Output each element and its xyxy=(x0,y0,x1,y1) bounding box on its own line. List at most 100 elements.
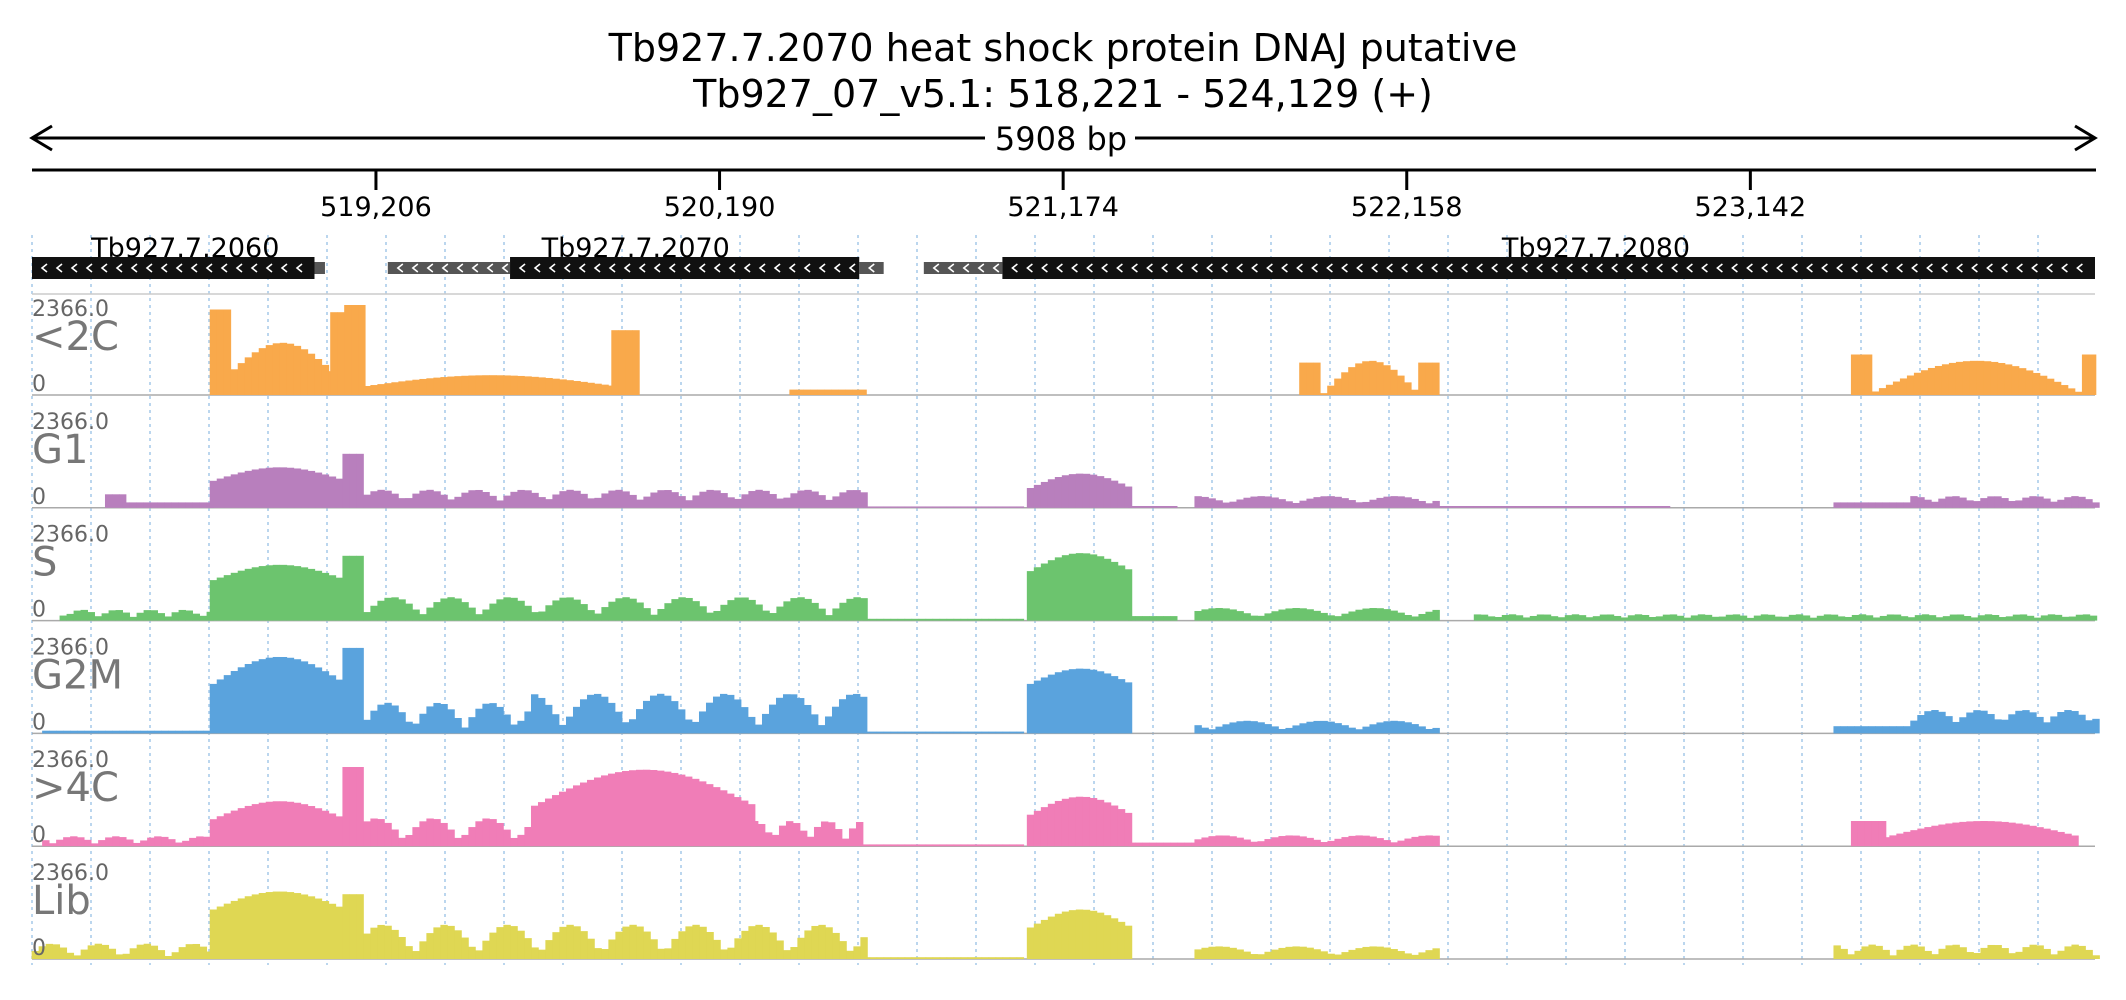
coverage-bar xyxy=(1124,682,1133,734)
coverage-bar xyxy=(1732,614,1741,621)
coverage-bar xyxy=(426,489,434,508)
coverage-bar xyxy=(300,894,309,959)
utr-block[interactable] xyxy=(387,262,511,274)
coverage-bar xyxy=(1264,496,1272,508)
coverage-bar xyxy=(1327,615,1335,621)
coverage-bar xyxy=(769,932,777,959)
coverage-bar xyxy=(1194,610,1202,621)
coverage-bar xyxy=(1418,362,1426,395)
coverage-bar xyxy=(168,730,176,734)
coverage-bar xyxy=(237,570,246,621)
coverage-bar xyxy=(244,896,253,959)
coverage-bar xyxy=(981,731,990,734)
coverage-bar xyxy=(178,502,186,508)
coverage-bar xyxy=(2039,375,2048,395)
coverage-bar xyxy=(1250,954,1258,959)
coverage-bar xyxy=(1264,839,1272,847)
coverage-bar xyxy=(1515,506,1524,508)
coverage-bar xyxy=(713,490,721,508)
coverage-bar xyxy=(1128,842,1136,847)
gene-label[interactable]: Tb927.7.2080 xyxy=(1501,233,1690,264)
coverage-track[interactable]: 2366.0<2C0 xyxy=(32,297,2097,397)
gene-label[interactable]: Tb927.7.2070 xyxy=(541,233,730,264)
coverage-bar xyxy=(981,618,990,621)
coverage-bar xyxy=(307,896,316,959)
coverage-bar xyxy=(1222,724,1230,734)
coverage-bar xyxy=(1135,616,1143,621)
utr-block[interactable] xyxy=(314,262,325,274)
coverage-bar xyxy=(279,342,288,395)
gene-track[interactable]: Tb927.7.2060 Tb927.7.2070 Tb927.7.2080 xyxy=(32,233,2096,295)
coverage-bar xyxy=(524,711,532,734)
strand-arrow-icon xyxy=(1911,263,1918,273)
coverage-bar xyxy=(1243,720,1251,734)
coverage-bar xyxy=(1557,617,1566,621)
coverage-bar xyxy=(1452,506,1461,508)
coverage-bar xyxy=(454,718,462,734)
cds-block[interactable] xyxy=(1002,257,2096,279)
gene-feature[interactable]: Tb927.7.2070 xyxy=(387,233,884,279)
coverage-bar xyxy=(1002,731,1011,734)
coverage-bar xyxy=(330,312,338,395)
coverage-bar xyxy=(769,494,777,508)
coverage-bar xyxy=(1103,673,1112,734)
coverage-bar xyxy=(143,502,151,508)
coverage-bar xyxy=(1250,496,1258,508)
coverage-bar xyxy=(314,667,323,734)
coverage-bar xyxy=(1313,949,1321,959)
track-name-label: G1 xyxy=(32,427,88,473)
coverage-bar xyxy=(531,492,539,508)
coverage-bar xyxy=(811,602,819,621)
gene-feature[interactable]: Tb927.7.2080 xyxy=(923,233,2096,279)
coverage-bar xyxy=(911,506,920,508)
coverage-bar xyxy=(988,844,997,847)
strand-arrow-icon xyxy=(867,263,875,273)
coverage-bar xyxy=(845,389,853,395)
coverage-bar xyxy=(258,659,267,734)
coverage-bar xyxy=(587,498,595,508)
coverage-bar xyxy=(883,506,892,508)
coverage-track[interactable]: 2366.0>4C0 xyxy=(32,748,2095,848)
coverage-bar xyxy=(1425,728,1433,734)
coverage-bar xyxy=(108,610,116,621)
gene-feature[interactable]: Tb927.7.2060 xyxy=(32,233,325,279)
gene-label[interactable]: Tb927.7.2060 xyxy=(90,233,279,264)
coverage-bar xyxy=(1110,480,1119,508)
coverage-bar xyxy=(988,618,997,621)
coverage-bar xyxy=(852,389,860,395)
strand-arrow-icon xyxy=(1431,263,1438,273)
coverage-bar xyxy=(133,730,141,734)
coverage-bar xyxy=(1327,721,1335,734)
coverage-bar xyxy=(1236,499,1244,508)
coverage-bar xyxy=(530,805,539,847)
coverage-bar xyxy=(1009,957,1018,959)
coverage-bar xyxy=(1543,506,1552,508)
coverage-bar xyxy=(209,309,218,395)
strand-arrow-icon xyxy=(1326,263,1333,273)
coverage-bar xyxy=(293,566,302,621)
cds-block[interactable] xyxy=(32,257,315,279)
coverage-bar xyxy=(1278,947,1286,959)
coverage-bar xyxy=(792,823,801,847)
coverage-track[interactable]: 2366.0S0 xyxy=(32,523,2098,623)
coverage-bar xyxy=(496,375,504,395)
coverage-bar xyxy=(1404,953,1412,959)
coverage-bar xyxy=(1257,722,1265,734)
coverage-bar xyxy=(265,892,274,959)
coverage-bar xyxy=(1124,486,1133,508)
utr-block[interactable] xyxy=(859,262,884,274)
coverage-bar xyxy=(1278,836,1286,847)
coverage-bar xyxy=(461,492,469,508)
coverage-bar xyxy=(73,610,81,621)
coverage-bar xyxy=(433,377,441,395)
coverage-bar xyxy=(839,492,847,508)
coverage-bar xyxy=(370,491,378,508)
coverage-bar xyxy=(384,702,392,734)
strand-arrow-icon xyxy=(593,263,601,273)
strand-arrow-icon xyxy=(1386,263,1393,273)
